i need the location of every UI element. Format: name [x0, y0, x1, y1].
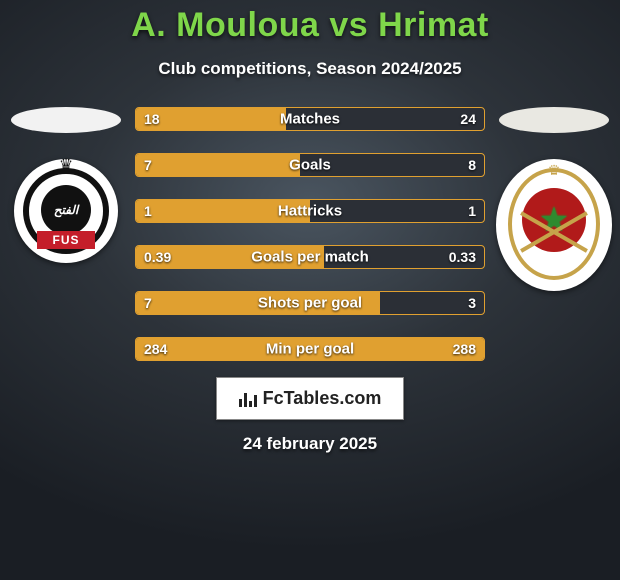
stat-label: Goals	[289, 157, 331, 174]
stat-value-left: 0.39	[144, 249, 171, 265]
stat-value-left: 7	[144, 295, 152, 311]
player-right-column: ♛ ★	[495, 107, 613, 291]
player-left-column: ♛ الفتح FUS	[7, 107, 125, 263]
date-label: 24 february 2025	[243, 434, 377, 454]
subtitle: Club competitions, Season 2024/2025	[0, 59, 620, 79]
stat-bar: 7 3 Shots per goal	[135, 291, 485, 315]
stat-value-right: 8	[468, 157, 476, 173]
brand-text: FcTables.com	[263, 388, 382, 409]
stat-label: Goals per match	[251, 249, 369, 266]
stat-value-left: 1	[144, 203, 152, 219]
team-right-badge: ♛ ★	[496, 159, 612, 291]
stat-value-left: 7	[144, 157, 152, 173]
stat-bar: 1 1 Hattricks	[135, 199, 485, 223]
team-left-badge: ♛ الفتح FUS	[14, 159, 118, 263]
team-left-arabic: الفتح	[54, 203, 78, 217]
stat-label: Matches	[280, 111, 340, 128]
brand-badge: FcTables.com	[216, 377, 405, 420]
stat-bar: 7 8 Goals	[135, 153, 485, 177]
player-left-plinth	[11, 107, 121, 133]
stat-value-left: 18	[144, 111, 160, 127]
bars-icon	[239, 391, 257, 407]
team-left-strip: FUS	[37, 231, 95, 249]
stat-value-right: 3	[468, 295, 476, 311]
stat-label: Shots per goal	[258, 295, 362, 312]
stat-value-right: 1	[468, 203, 476, 219]
stat-label: Hattricks	[278, 203, 342, 220]
stats-bars: 18 24 Matches 7 8 Goals 1 1 Hattricks 0.39 0.33 Goa…	[135, 107, 485, 361]
stat-value-right: 0.33	[449, 249, 476, 265]
page-title: A. Mouloua vs Hrimat	[0, 6, 620, 45]
stat-value-right: 24	[460, 111, 476, 127]
player-right-plinth	[499, 107, 609, 133]
stat-bar: 284 288 Min per goal	[135, 337, 485, 361]
stat-bar: 18 24 Matches	[135, 107, 485, 131]
stat-value-right: 288	[453, 341, 476, 357]
stat-bar: 0.39 0.33 Goals per match	[135, 245, 485, 269]
stat-label: Min per goal	[266, 341, 354, 358]
stat-value-left: 284	[144, 341, 167, 357]
